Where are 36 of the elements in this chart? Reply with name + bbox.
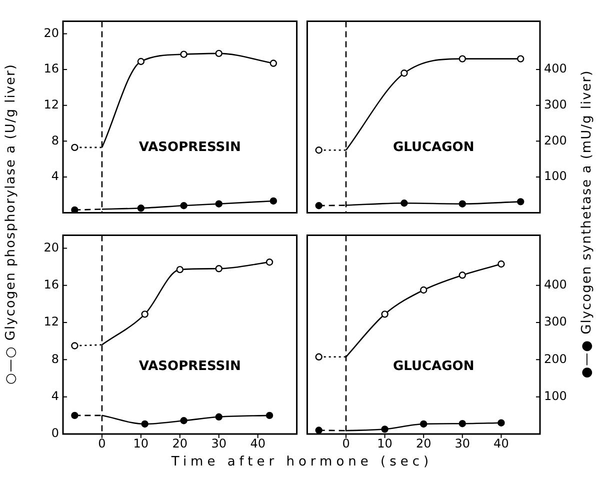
x-tick-label: 20	[416, 436, 432, 450]
annotation: GLUCAGON	[392, 358, 474, 374]
y-tick-label: 16	[44, 277, 59, 292]
y2-tick-label: 200	[544, 133, 567, 148]
x-tick-label: 40	[494, 436, 509, 450]
y-tick-label: 12	[44, 97, 59, 112]
y-tick-label: 0	[51, 426, 59, 440]
y2-tick-label: 300	[544, 97, 567, 112]
y-tick-label: 16	[44, 62, 59, 76]
y2-tick-label: 400	[544, 277, 567, 292]
x-tick-label: 30	[454, 436, 470, 450]
x-tick-label: 0	[98, 436, 106, 450]
x-tick-label: 0	[342, 436, 350, 450]
y2-tick-label: 300	[544, 314, 567, 329]
y2-axis-title: ●—● Glycogen synthetase a (mU/g liver)	[580, 70, 594, 378]
x-tick-label: 10	[133, 436, 149, 450]
y-axis-title: ○—○ Glycogen phosphorylase a (U/g liver)	[4, 64, 18, 384]
y2-tick-label: 400	[544, 62, 567, 76]
y2-tick-label: 100	[544, 388, 567, 403]
y-tick-label: 12	[44, 314, 59, 329]
annotation: VASOPRESSIN	[138, 358, 241, 374]
y2-tick-label: 200	[544, 352, 567, 366]
x-tick-label: 30	[211, 436, 227, 450]
annotation: GLUCAGON	[392, 140, 474, 156]
y-tick-label: 20	[44, 26, 59, 40]
y2-tick-label: 100	[544, 169, 567, 184]
x-tick-label: 20	[172, 436, 188, 450]
y-tick-label: 8	[51, 133, 59, 148]
y-tick-label: 20	[44, 240, 59, 254]
y-tick-label: 8	[51, 352, 59, 366]
x-axis-title: Time after hormone (sec)	[171, 454, 433, 470]
y-tick-label: 4	[51, 388, 59, 403]
x-tick-label: 10	[377, 436, 392, 450]
annotation: VASOPRESSIN	[138, 140, 241, 156]
y-tick-label: 4	[51, 169, 59, 184]
x-tick-label: 40	[250, 436, 266, 450]
